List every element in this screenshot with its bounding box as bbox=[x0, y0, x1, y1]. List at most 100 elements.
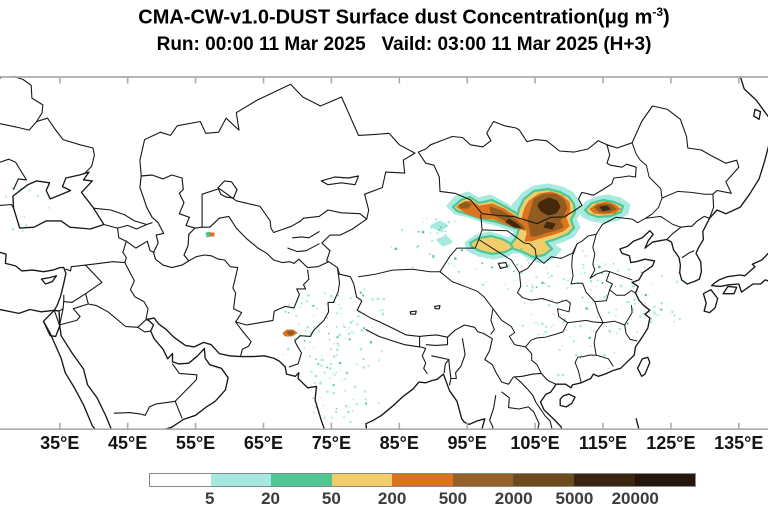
dust-speckle bbox=[504, 284, 506, 286]
border-line bbox=[478, 239, 520, 274]
x-axis-tick-label: 115°E bbox=[578, 433, 628, 453]
dust-speckle bbox=[563, 321, 566, 323]
dust-area-bin-2000-5000 bbox=[543, 221, 556, 230]
border-line bbox=[188, 254, 239, 269]
dust-speckle bbox=[520, 248, 523, 250]
dust-speckle bbox=[303, 339, 306, 342]
dust-speckle bbox=[592, 263, 595, 266]
dust-speckle bbox=[439, 237, 442, 241]
dust-speckle bbox=[589, 280, 593, 283]
dust-speckle bbox=[333, 289, 335, 291]
dust-speckle bbox=[306, 326, 309, 329]
border-line bbox=[666, 215, 711, 241]
dust-speckle bbox=[548, 276, 551, 279]
dust-speckle bbox=[443, 230, 446, 233]
dust-speckle bbox=[605, 294, 608, 297]
dust-speckle bbox=[303, 347, 305, 349]
x-axis-tick-label: 125°E bbox=[646, 433, 696, 453]
dust-speckle bbox=[580, 273, 583, 275]
dust-speckle bbox=[367, 365, 370, 367]
dust-speckle bbox=[435, 218, 438, 221]
dust-speckle bbox=[327, 325, 329, 327]
border-line bbox=[0, 203, 15, 209]
dust-speckle bbox=[520, 294, 522, 296]
dust-speckle bbox=[550, 274, 553, 278]
dust-speckle bbox=[582, 250, 584, 252]
dust-speckle bbox=[307, 294, 310, 297]
border-line bbox=[137, 326, 152, 333]
dust-speckle bbox=[19, 188, 22, 190]
dust-speckle bbox=[626, 322, 629, 325]
border-line bbox=[235, 269, 310, 326]
dust-speckle bbox=[330, 294, 333, 298]
title-units-superscript: -3 bbox=[652, 5, 664, 19]
dust-speckle bbox=[535, 276, 538, 279]
dust-speckle bbox=[335, 410, 338, 413]
border-line bbox=[292, 231, 320, 239]
dust-speckle bbox=[21, 229, 24, 232]
dust-area-bin-500-2000 bbox=[458, 201, 472, 209]
colorbar-segment bbox=[331, 474, 393, 486]
dust-speckle bbox=[653, 311, 656, 314]
dust-speckle bbox=[547, 272, 549, 274]
dust-speckle bbox=[333, 301, 336, 304]
dust-speckle bbox=[588, 309, 590, 311]
dust-speckle bbox=[348, 327, 351, 329]
colorbar-tick-label: 5 bbox=[205, 489, 215, 508]
dust-speckle bbox=[561, 299, 563, 302]
dust-speckle bbox=[351, 410, 354, 412]
dust-speckle bbox=[596, 316, 598, 319]
coastline bbox=[635, 418, 641, 430]
dust-speckle bbox=[432, 256, 435, 258]
border-line bbox=[321, 152, 557, 385]
dust-speckle bbox=[422, 221, 424, 223]
dust-speckle bbox=[287, 312, 290, 314]
dust-speckle bbox=[349, 321, 352, 324]
border-line bbox=[609, 289, 636, 296]
dust-speckle bbox=[312, 411, 315, 414]
dust-speckle bbox=[321, 359, 324, 361]
dust-speckle bbox=[606, 326, 608, 328]
dust-speckle bbox=[299, 332, 301, 335]
dust-speckle bbox=[628, 268, 631, 271]
dust-speckle bbox=[324, 303, 327, 305]
dust-speckle bbox=[435, 222, 438, 225]
border-line bbox=[443, 358, 452, 386]
dust-speckle bbox=[349, 420, 352, 423]
dust-speckle bbox=[338, 333, 341, 337]
dust-speckle bbox=[598, 265, 601, 269]
dust-speckle bbox=[330, 348, 332, 350]
coastline bbox=[59, 325, 113, 430]
dust-speckle bbox=[295, 315, 298, 317]
dust-speckle bbox=[363, 288, 366, 291]
coastline bbox=[145, 317, 486, 430]
dust-speckle bbox=[636, 331, 639, 334]
colorbar-tick-label: 5000 bbox=[555, 489, 594, 508]
border-line bbox=[365, 329, 421, 348]
dust-speckle bbox=[28, 189, 31, 192]
dust-speckle bbox=[654, 313, 656, 315]
dust-speckle bbox=[284, 310, 287, 313]
dust-speckle bbox=[364, 390, 367, 393]
dust-speckle bbox=[347, 410, 350, 414]
dust-speckle bbox=[552, 383, 554, 386]
dust-speckle bbox=[660, 308, 663, 311]
dust-speckle bbox=[287, 347, 290, 351]
dust-speckle bbox=[363, 327, 365, 329]
dust-speckle bbox=[513, 270, 515, 273]
x-axis-tick-label: 35°E bbox=[40, 433, 80, 453]
x-axis-tick-label: 45°E bbox=[108, 433, 148, 453]
dust-speckle bbox=[365, 402, 367, 405]
dust-speckle bbox=[678, 272, 680, 274]
dust-speckle bbox=[337, 295, 340, 297]
dust-speckle bbox=[584, 271, 586, 274]
border-line bbox=[417, 120, 637, 225]
dust-speckle bbox=[369, 341, 372, 344]
dust-speckle bbox=[457, 271, 460, 273]
dust-speckle bbox=[557, 374, 560, 377]
dust-speckle bbox=[360, 297, 362, 299]
dust-speckle bbox=[556, 265, 559, 267]
colorbar-segment bbox=[573, 474, 635, 486]
dust-speckle bbox=[531, 286, 534, 289]
dust-speckle bbox=[584, 255, 587, 257]
